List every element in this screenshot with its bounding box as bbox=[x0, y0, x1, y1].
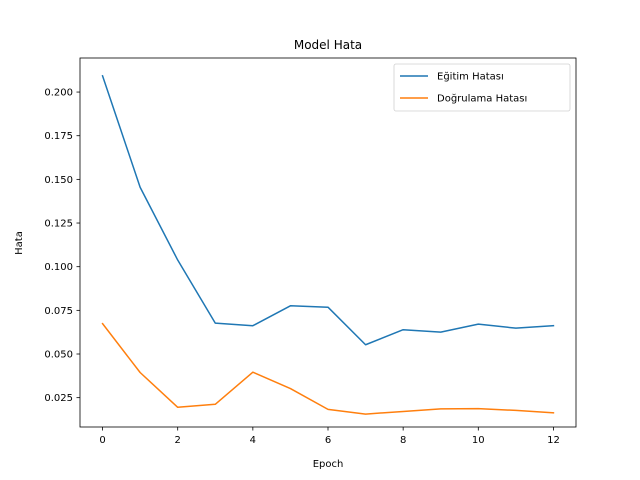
x-tick-label: 6 bbox=[325, 435, 331, 446]
x-axis-ticks: 0 2 4 6 8 10 12 bbox=[99, 427, 560, 446]
chart-title: Model Hata bbox=[294, 38, 362, 52]
y-tick-label: 0.200 bbox=[44, 88, 73, 99]
plot-area bbox=[80, 58, 576, 427]
y-axis-ticks: 0.025 0.050 0.075 0.100 0.125 0.150 0.175 0.200 bbox=[44, 88, 80, 404]
x-tick-label: 2 bbox=[175, 435, 181, 446]
series-lines bbox=[101, 74, 555, 415]
legend-box bbox=[393, 63, 571, 112]
y-axis-label: Hata bbox=[14, 231, 25, 255]
y-tick-label: 0.125 bbox=[44, 219, 73, 230]
series-line-0 bbox=[101, 74, 555, 346]
x-tick-label: 12 bbox=[547, 435, 560, 446]
y-tick-label: 0.025 bbox=[44, 393, 73, 404]
y-tick-label: 0.150 bbox=[44, 175, 73, 186]
y-tick-label: 0.075 bbox=[44, 306, 73, 317]
x-tick-label: 0 bbox=[99, 435, 105, 446]
x-axis-label: Epoch bbox=[313, 459, 344, 470]
legend-label-1: Doğrulama Hatası bbox=[437, 93, 527, 105]
series-line-1 bbox=[101, 322, 555, 415]
y-tick-label: 0.050 bbox=[44, 350, 73, 361]
legend: Eğitim Hatası Doğrulama Hatası bbox=[393, 63, 571, 112]
x-tick-label: 8 bbox=[400, 435, 406, 446]
y-tick-label: 0.175 bbox=[44, 131, 73, 142]
x-tick-label: 4 bbox=[250, 435, 256, 446]
x-tick-label: 10 bbox=[472, 435, 485, 446]
y-tick-label: 0.100 bbox=[44, 262, 73, 273]
legend-label-0: Eğitim Hatası bbox=[437, 71, 504, 83]
